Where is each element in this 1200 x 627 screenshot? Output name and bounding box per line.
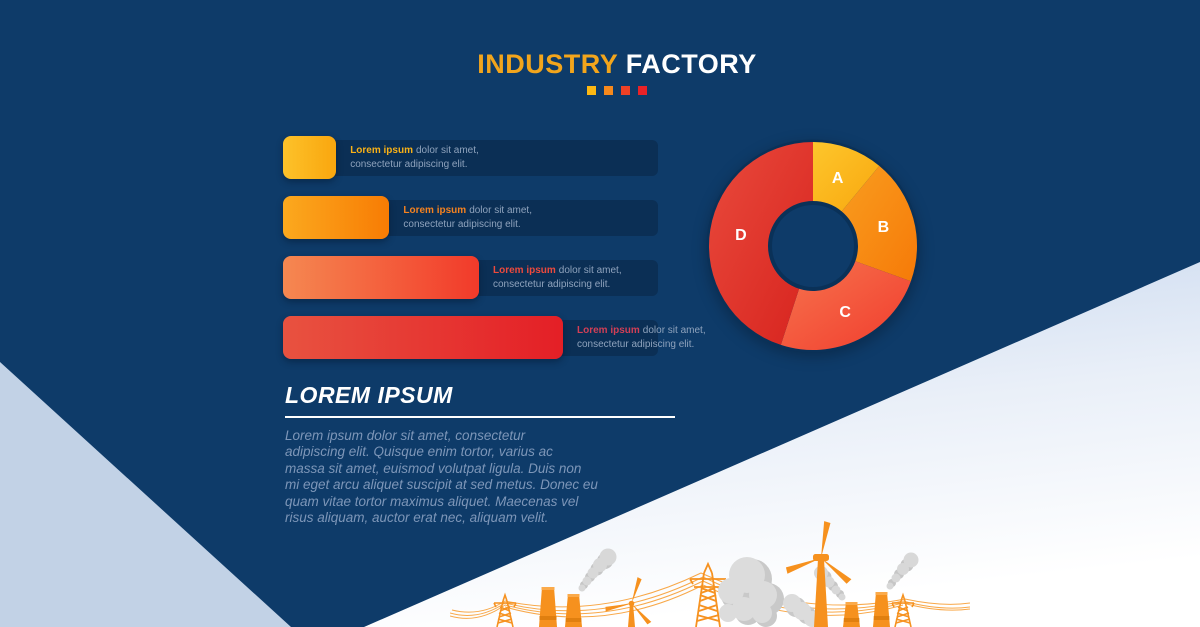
- bar-caption-line2: consectetur adipiscing elit.: [577, 339, 695, 350]
- bar-caption-lead: Lorem ipsum: [350, 145, 413, 156]
- donut-label-B: B: [878, 219, 890, 236]
- section-heading: LOREM IPSUM: [285, 382, 675, 418]
- bar-caption: Lorem ipsum dolor sit amet, consectetur a…: [577, 324, 706, 352]
- title-accent-square: [604, 86, 613, 95]
- bar-caption-line2: consectetur adipiscing elit.: [350, 159, 468, 170]
- chimney-icon: [539, 587, 557, 627]
- bar-caption: Lorem ipsum dolor sit amet, consectetur a…: [350, 144, 479, 172]
- donut-segment-B: [841, 165, 917, 282]
- bar-value-fill: [283, 256, 479, 299]
- page-title-accent: INDUSTRY: [477, 49, 618, 79]
- donut-segment-D: [708, 142, 813, 345]
- section-body: Lorem ipsum dolor sit amet, consectetur …: [285, 428, 598, 526]
- bar-caption: Lorem ipsum dolor sit amet, consectetur a…: [403, 204, 532, 232]
- page-title-rest: FACTORY: [617, 49, 757, 79]
- text-section: LOREM IPSUM Lorem ipsum dolor sit amet, …: [285, 382, 680, 526]
- header: INDUSTRY FACTORY: [17, 49, 1200, 95]
- power-plant-illustration: [450, 521, 970, 627]
- bar-row: Lorem ipsum dolor sit amet, consectetur a…: [283, 256, 675, 300]
- left-diagonal-triangle: [0, 362, 291, 627]
- bar-caption-rest: dolor sit amet,: [642, 325, 706, 336]
- bar-value-fill: [283, 136, 337, 179]
- donut-chart: A B C D: [706, 139, 920, 353]
- bar-row: Lorem ipsum dolor sit amet, consectetur a…: [283, 316, 706, 360]
- bar-caption-rest: dolor sit amet,: [415, 145, 479, 156]
- title-accent-square: [638, 86, 647, 95]
- pylon-icon: [891, 592, 915, 627]
- title-accent-square: [587, 86, 596, 95]
- smoke-icon: [578, 548, 617, 592]
- right-diagonal-panel: [364, 262, 1200, 627]
- donut-segment-A: [813, 142, 880, 212]
- donut-label-A: A: [832, 170, 844, 187]
- page-title: INDUSTRY FACTORY: [17, 49, 1200, 80]
- bar-caption-lead: Lorem ipsum: [403, 205, 467, 216]
- donut-label-C: C: [839, 304, 851, 321]
- bar-caption-lead: Lorem ipsum: [577, 325, 640, 336]
- bar-value-fill: [283, 196, 390, 239]
- wind-turbine-icon: [605, 577, 652, 627]
- chimney-icon: [843, 602, 860, 627]
- bar-value-fill: [283, 316, 563, 359]
- chimney-icon: [873, 592, 890, 627]
- smoke-icon: [718, 557, 820, 627]
- bar-caption-rest: dolor sit amet,: [558, 265, 622, 276]
- title-accent-square: [621, 86, 630, 95]
- bar-row: Lorem ipsum dolor sit amet, consectetur a…: [283, 136, 675, 180]
- bar-caption-lead: Lorem ipsum: [493, 265, 556, 276]
- pylon-icon: [493, 592, 517, 627]
- wind-turbine-icon: [785, 521, 852, 627]
- bar-caption-line2: consectetur adipiscing elit.: [403, 219, 521, 230]
- smoke-icon: [886, 552, 919, 590]
- bar-caption: Lorem ipsum dolor sit amet, consectetur a…: [493, 264, 622, 292]
- bar-caption-line2: consectetur adipiscing elit.: [493, 279, 611, 290]
- donut-label-D: D: [735, 227, 747, 244]
- bar-text-panel: [300, 140, 658, 176]
- donut-segment-C: [780, 261, 911, 351]
- bar-caption-rest: dolor sit amet,: [469, 205, 532, 216]
- bar-row: Lorem ipsum dolor sit amet, consectetur a…: [283, 196, 675, 240]
- title-squares: [17, 86, 1200, 95]
- donut-hole: [772, 205, 854, 287]
- chimney-icon: [565, 594, 582, 627]
